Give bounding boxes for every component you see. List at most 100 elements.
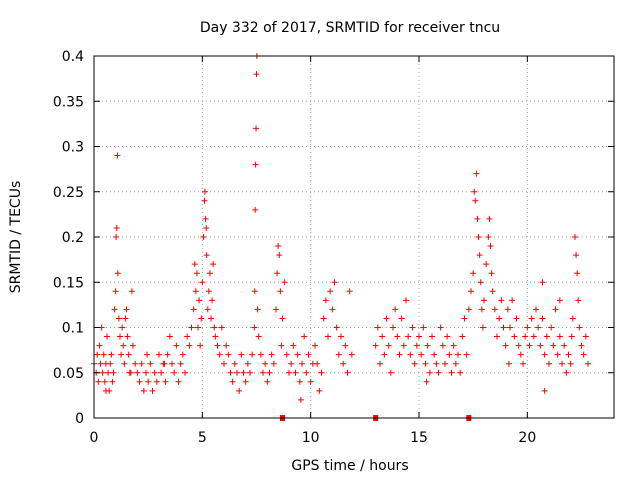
data-point	[145, 378, 152, 385]
data-point	[374, 324, 381, 331]
data-point	[471, 188, 478, 195]
y-tick-label: 0.4	[62, 49, 84, 65]
data-point	[541, 351, 548, 358]
data-point	[509, 297, 516, 304]
data-point	[202, 215, 209, 222]
data-point	[262, 360, 269, 367]
y-axis-label: SRMTID / TECUs	[8, 181, 24, 294]
data-point	[164, 351, 171, 358]
data-point	[504, 306, 511, 313]
data-point	[327, 288, 334, 295]
data-point	[574, 270, 581, 277]
data-point	[122, 315, 129, 322]
data-point	[481, 297, 487, 304]
data-point	[487, 243, 494, 250]
data-point	[203, 224, 210, 231]
data-point	[274, 270, 281, 277]
data-point	[229, 378, 236, 385]
data-point	[113, 224, 120, 231]
data-point	[277, 288, 284, 295]
data-point	[320, 315, 327, 322]
data-point	[400, 342, 407, 349]
data-point	[166, 333, 173, 340]
data-point	[191, 261, 198, 268]
data-point	[206, 270, 213, 277]
data-point	[97, 360, 104, 367]
data-point	[582, 333, 589, 340]
data-point	[543, 333, 550, 340]
data-point	[556, 333, 563, 340]
data-point	[505, 360, 512, 367]
x-tick-label: 20	[518, 430, 536, 446]
data-point	[227, 369, 234, 376]
y-tick-label: 0.2	[62, 230, 84, 246]
data-point	[483, 261, 490, 268]
data-point	[143, 369, 149, 376]
data-point	[255, 333, 262, 340]
data-point	[372, 342, 379, 349]
data-point	[292, 369, 299, 376]
data-point	[119, 324, 126, 331]
data-point	[268, 351, 275, 358]
data-point	[398, 315, 405, 322]
data-point	[109, 378, 116, 385]
data-point	[426, 369, 433, 376]
data-point	[550, 342, 557, 349]
data-point	[452, 360, 459, 367]
data-point	[561, 342, 568, 349]
data-point	[325, 333, 331, 340]
data-point	[251, 324, 258, 331]
data-point	[463, 351, 470, 358]
data-point	[569, 315, 576, 322]
data-point	[275, 243, 282, 250]
data-point	[111, 306, 118, 313]
data-point	[132, 360, 139, 367]
data-point	[548, 324, 555, 331]
data-point	[565, 351, 572, 358]
data-point	[496, 315, 503, 322]
data-point	[223, 342, 230, 349]
data-point	[199, 279, 206, 286]
data-point	[253, 71, 260, 78]
data-point	[115, 315, 122, 322]
data-point	[171, 369, 178, 376]
x-tick-label: 15	[410, 430, 428, 446]
data-point	[197, 342, 204, 349]
data-point	[218, 324, 225, 331]
data-point	[394, 333, 401, 340]
data-point	[236, 387, 243, 394]
data-point	[192, 288, 199, 295]
data-point	[489, 288, 496, 295]
data-point	[486, 215, 493, 222]
data-point	[188, 324, 195, 331]
data-point	[108, 351, 115, 358]
y-tick-label: 0.35	[53, 94, 84, 110]
data-point	[182, 369, 188, 376]
data-point	[195, 324, 201, 331]
data-point	[110, 369, 117, 376]
data-point	[303, 369, 310, 376]
data-point	[211, 324, 218, 331]
data-point	[383, 315, 390, 322]
data-point	[433, 360, 440, 367]
data-point	[279, 315, 286, 322]
y-tick-label: 0.25	[53, 185, 84, 201]
data-point	[196, 297, 203, 304]
x-tick-label: 5	[198, 430, 207, 446]
data-point	[190, 306, 197, 313]
data-point	[520, 360, 526, 367]
data-point	[225, 351, 232, 358]
data-point	[348, 351, 355, 358]
data-point	[405, 333, 412, 340]
data-point	[524, 324, 531, 331]
data-point	[147, 360, 154, 367]
data-point	[214, 342, 221, 349]
data-point	[423, 378, 430, 385]
data-point	[413, 342, 420, 349]
data-point	[578, 342, 585, 349]
data-point	[173, 342, 180, 349]
data-point	[485, 234, 492, 240]
data-point	[278, 342, 285, 349]
data-point	[450, 342, 457, 349]
data-point	[448, 369, 455, 376]
